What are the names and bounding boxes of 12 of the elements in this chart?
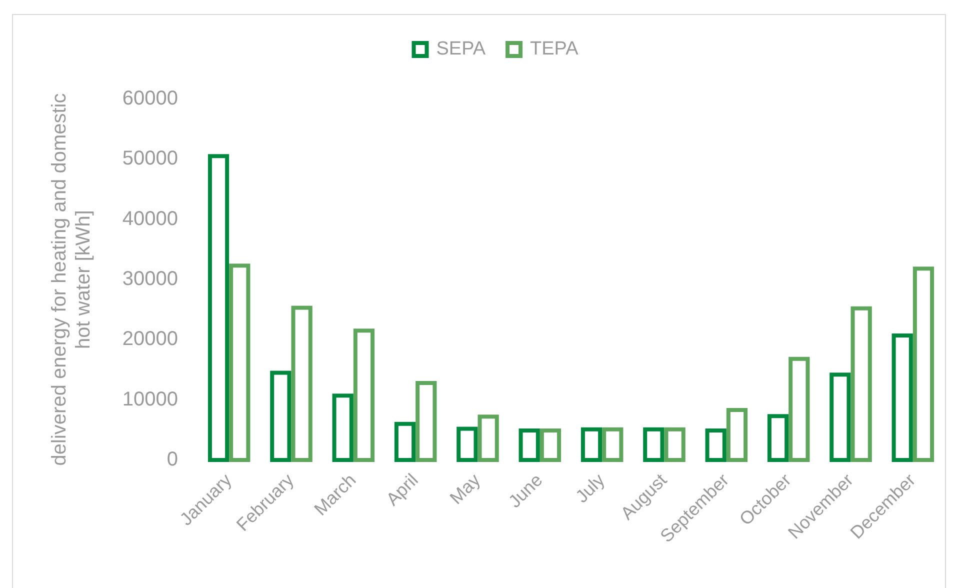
y-tick-label: 0	[166, 448, 178, 471]
y-tick-label: 40000	[122, 208, 178, 230]
x-tick-label: July	[572, 470, 608, 507]
y-tick-label: 50000	[122, 148, 178, 170]
legend-label: SEPA	[436, 38, 486, 60]
y-tick-label: 20000	[122, 328, 178, 350]
y-tick-label: 10000	[122, 388, 178, 410]
y-tick-label: 60000	[122, 88, 178, 110]
legend-label: TEPA	[530, 38, 579, 60]
y-axis-title: delivered energy for heating and domestic hot water [kWh]	[48, 93, 95, 466]
x-tick-label: May	[446, 470, 484, 508]
y-tick-label: 30000	[122, 268, 178, 290]
